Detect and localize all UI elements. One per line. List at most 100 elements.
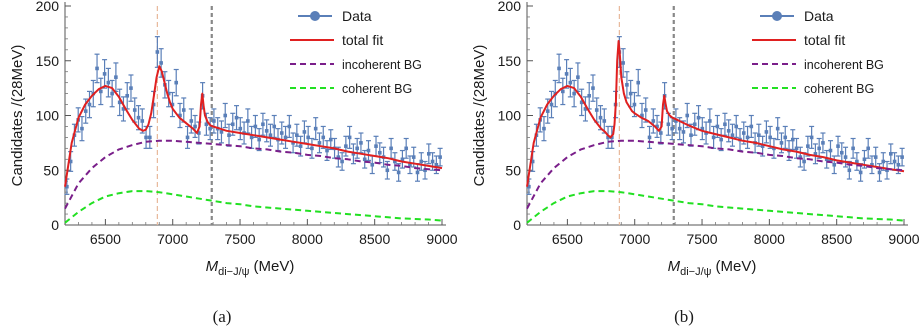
- data-point: [625, 83, 629, 87]
- y-tick-label: 200: [36, 0, 60, 14]
- x-tick-label: 6500: [90, 231, 121, 247]
- data-point: [114, 75, 118, 79]
- data-point: [832, 162, 837, 167]
- data-point: [310, 146, 314, 151]
- data-point: [340, 159, 344, 164]
- data-point: [325, 148, 329, 153]
- data-point: [351, 152, 356, 156]
- data-point: [159, 61, 163, 65]
- data-point: [828, 148, 833, 153]
- data-point: [568, 80, 573, 85]
- data-point: [858, 170, 863, 175]
- data-point: [261, 122, 265, 127]
- data-point: [851, 146, 855, 151]
- data-point: [204, 122, 209, 127]
- data-point: [423, 168, 427, 173]
- data-point: [681, 130, 686, 134]
- data-point: [821, 141, 825, 145]
- data-point: [246, 119, 250, 123]
- data-point: [545, 109, 550, 113]
- x-tick-label: 9000: [888, 231, 919, 247]
- data-point: [136, 115, 141, 120]
- data-point: [68, 159, 73, 164]
- data-point: [692, 122, 697, 127]
- series-data: [64, 36, 443, 195]
- data-point: [866, 146, 870, 151]
- data-point: [855, 159, 859, 164]
- data-point: [719, 137, 723, 142]
- data-point: [287, 124, 292, 129]
- data-point: [370, 162, 375, 167]
- data-point: [389, 146, 393, 151]
- legend-marker-data: [310, 11, 320, 21]
- data-point: [208, 126, 212, 131]
- data-point: [400, 157, 405, 162]
- data-point: [65, 184, 69, 189]
- data-point: [772, 146, 776, 151]
- data-point: [685, 113, 690, 118]
- y-axis-title: Candidates /(28MeV): [9, 45, 26, 187]
- data-point: [594, 108, 599, 112]
- x-tick-label: 9000: [426, 231, 457, 247]
- y-tick-label: 50: [505, 162, 521, 178]
- data-point: [813, 152, 818, 156]
- series-coherent-bg-line: [526, 190, 905, 224]
- data-point: [223, 113, 228, 118]
- data-point: [328, 137, 333, 142]
- data-point: [80, 126, 84, 131]
- data-point: [344, 144, 348, 148]
- data-point: [366, 148, 371, 153]
- data-point: [87, 102, 92, 107]
- data-point: [155, 50, 160, 54]
- data-point: [321, 135, 326, 140]
- data-point: [298, 144, 303, 148]
- data-point: [434, 162, 439, 167]
- data-point: [257, 137, 261, 142]
- data-point: [419, 159, 424, 164]
- data-point: [881, 159, 886, 164]
- data-point: [666, 122, 671, 127]
- x-tick-label: 8000: [754, 231, 785, 247]
- data-point: [889, 152, 893, 156]
- data-point: [393, 159, 397, 164]
- chart-svg-b: 0 50 100 150 200 6500 7000 7500 8000 8500 9000 Data…: [471, 0, 920, 326]
- data-point: [125, 93, 130, 98]
- data-point: [806, 144, 810, 148]
- data-point: [768, 135, 772, 140]
- data-point: [783, 135, 788, 140]
- data-point: [193, 124, 197, 129]
- data-point: [647, 135, 652, 140]
- data-point: [870, 162, 874, 167]
- legend-label-data: Data: [804, 8, 834, 24]
- data-point: [174, 80, 179, 85]
- data-point: [189, 119, 194, 123]
- data-point: [587, 93, 592, 98]
- data-point: [148, 135, 152, 140]
- data-point: [779, 141, 784, 145]
- data-point: [306, 135, 310, 140]
- data-point: [181, 108, 186, 112]
- data-point: [219, 130, 224, 134]
- series-total-fit-line: [64, 65, 443, 187]
- data-point: [230, 122, 235, 127]
- data-point: [178, 113, 182, 118]
- data-point: [291, 141, 295, 145]
- x-tick-label: 7000: [619, 231, 650, 247]
- y-axis-title: Candidates /(28MeV): [471, 45, 488, 187]
- data-point: [253, 124, 258, 129]
- data-point: [542, 126, 546, 131]
- data-point: [873, 155, 878, 159]
- data-point: [572, 91, 576, 96]
- data-point: [674, 119, 678, 123]
- data-point: [628, 91, 633, 96]
- data-point: [651, 119, 656, 123]
- data-point: [809, 135, 814, 140]
- data-point: [790, 137, 795, 142]
- data-point: [677, 126, 682, 131]
- data-point: [106, 80, 111, 85]
- x-tick-label: 6500: [552, 231, 583, 247]
- series-total-fit-line: [526, 40, 905, 187]
- data-point: [670, 126, 674, 131]
- data-point: [583, 107, 588, 111]
- data-point: [166, 91, 171, 96]
